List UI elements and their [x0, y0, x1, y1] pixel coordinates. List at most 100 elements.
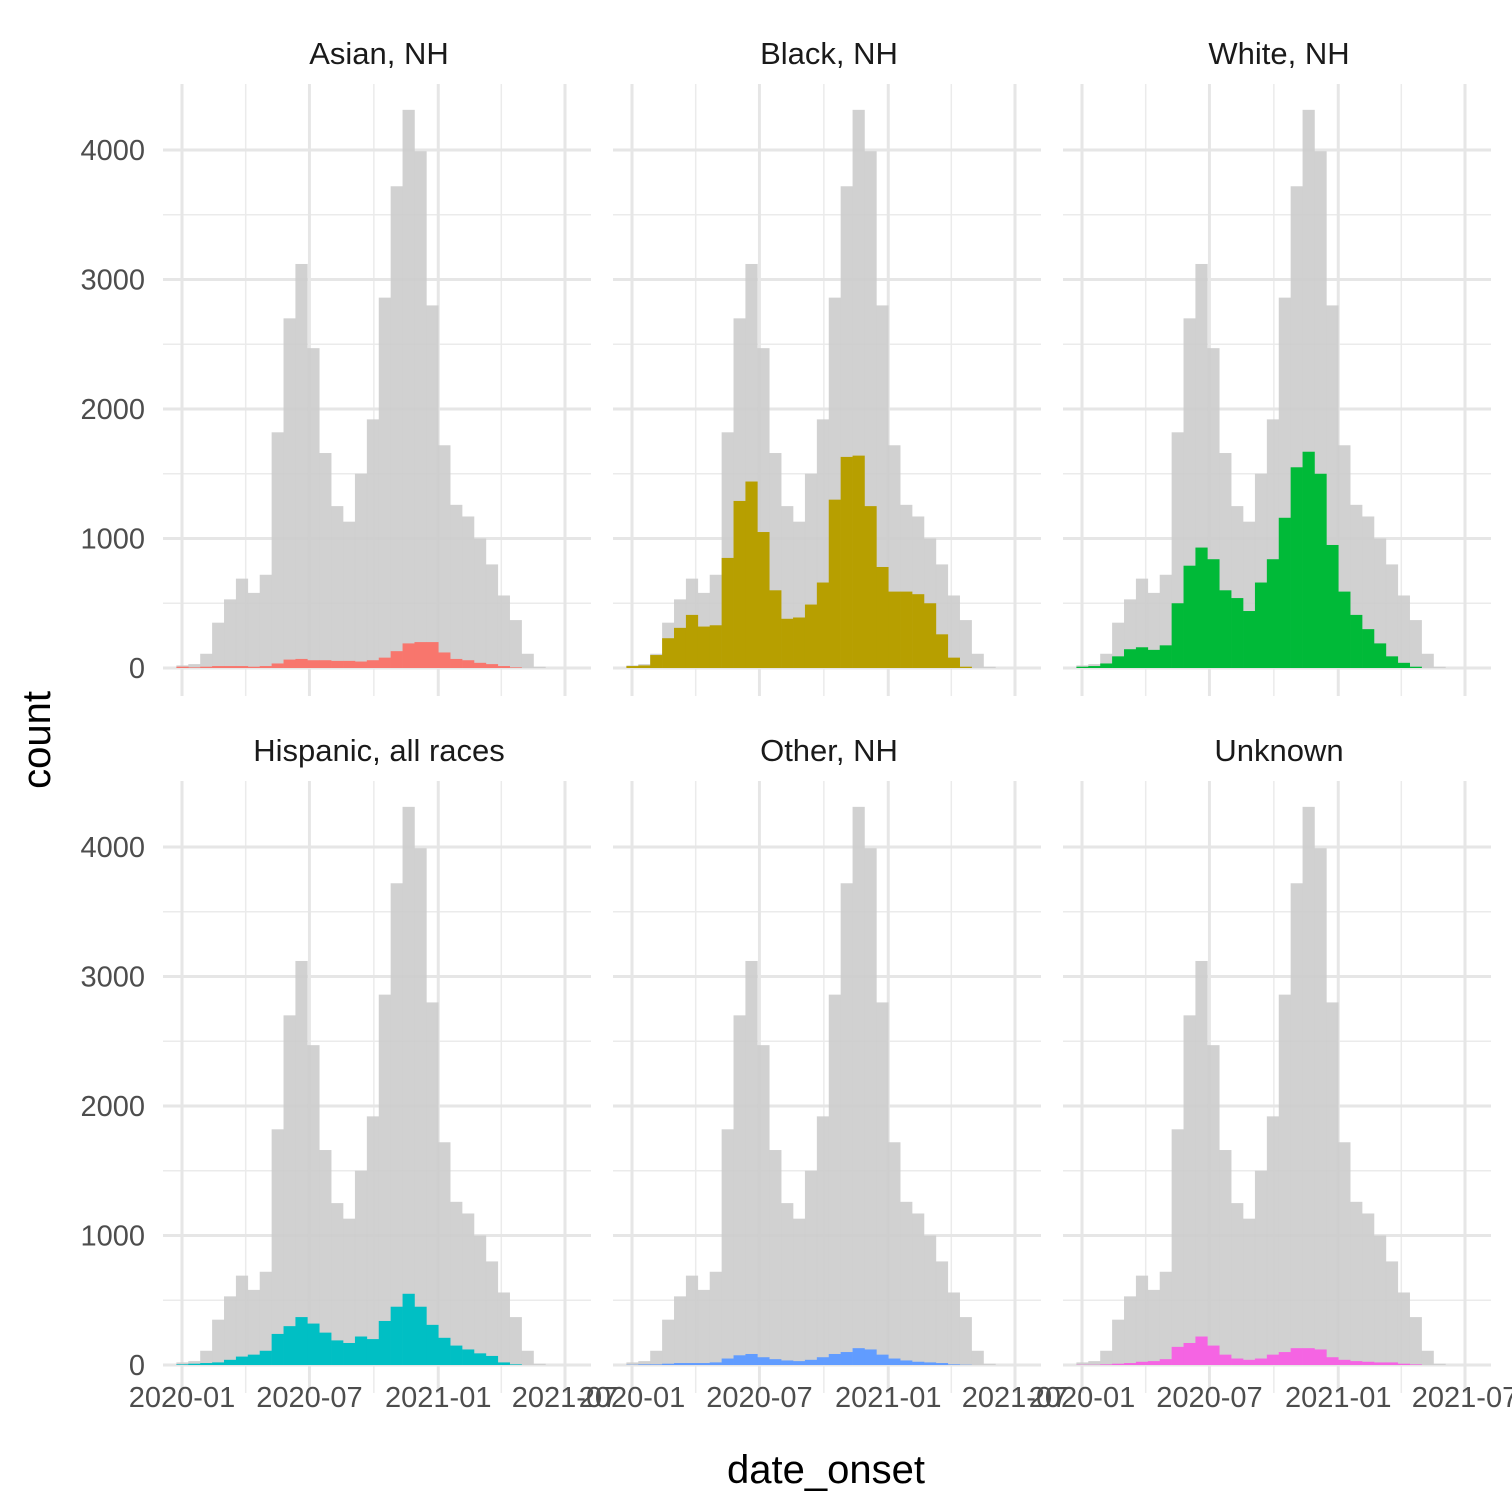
- facet-bar: [1195, 547, 1208, 668]
- facet-bar: [1135, 1361, 1149, 1365]
- facet-bar: [1243, 1359, 1256, 1365]
- total-bar: [959, 1317, 972, 1365]
- total-bar: [804, 1170, 818, 1365]
- facet-bar: [307, 660, 320, 668]
- total-bar: [1135, 578, 1149, 668]
- facet-bar: [662, 638, 675, 668]
- total-bar: [1207, 1045, 1220, 1365]
- facet-bar: [840, 1352, 853, 1365]
- facet-bar: [685, 614, 699, 668]
- total-bar: [485, 1261, 499, 1365]
- facet-bar: [1314, 1349, 1327, 1365]
- facet-bar: [721, 1358, 734, 1365]
- facet-bar: [271, 663, 284, 668]
- total-bar: [224, 599, 237, 668]
- facet-bar: [235, 1356, 249, 1365]
- facet-bar: [864, 506, 877, 668]
- facet-bar: [733, 1355, 746, 1365]
- total-bar: [485, 564, 499, 668]
- total-bar: [1183, 1015, 1196, 1365]
- total-bar: [1124, 1296, 1137, 1365]
- total-bar: [816, 1116, 830, 1365]
- facet-bar: [1290, 467, 1303, 668]
- facet-bar: [1397, 1363, 1410, 1365]
- total-bar: [414, 848, 427, 1365]
- facet-bar: [343, 660, 356, 668]
- total-bar: [1421, 653, 1434, 668]
- total-bar: [390, 883, 403, 1365]
- facet-bar: [1231, 598, 1244, 668]
- facet-bar: [343, 1342, 356, 1365]
- total-bar: [769, 1150, 782, 1365]
- facet-bar: [485, 664, 499, 668]
- facet-bar: [295, 1317, 308, 1365]
- total-bar: [1088, 1361, 1101, 1365]
- facet-bar: [1397, 662, 1410, 668]
- total-bar: [947, 1292, 960, 1365]
- y-tick-label: 3000: [80, 962, 145, 994]
- total-bar: [1195, 960, 1208, 1365]
- total-bar: [343, 1218, 356, 1365]
- facet-bar: [757, 1357, 770, 1365]
- x-tick-label: 2021-01: [1285, 1382, 1391, 1414]
- total-bar: [378, 994, 391, 1365]
- total-bar: [271, 1129, 284, 1365]
- facet-bar: [852, 1348, 865, 1365]
- facet-bar: [781, 618, 794, 668]
- facet-bar: [366, 1339, 380, 1365]
- facet-bar: [473, 662, 487, 668]
- facet-bar: [1409, 666, 1422, 668]
- total-bar: [247, 592, 261, 668]
- total-bar: [1362, 1213, 1375, 1365]
- total-bar: [1409, 620, 1422, 668]
- total-bar: [1147, 592, 1161, 668]
- facet-bar: [1326, 544, 1339, 668]
- total-bar: [247, 1289, 261, 1365]
- facet-bar: [319, 660, 332, 668]
- facet-bar: [235, 666, 249, 668]
- x-tick-label: 2021-01: [835, 1382, 941, 1414]
- total-bar: [1147, 1289, 1161, 1365]
- facet-bar: [366, 660, 380, 668]
- facet-bar: [638, 1364, 651, 1365]
- total-bar: [414, 151, 427, 669]
- y-axis-ticks: 0 1000 2000 3000 4000 0 1000 2000 3000 4000: [80, 135, 145, 1382]
- facet-bar: [1302, 451, 1315, 668]
- facet-bar: [212, 1362, 225, 1365]
- total-bar: [366, 419, 380, 668]
- y-tick-label: 3000: [80, 265, 145, 297]
- facet-bar: [947, 1364, 960, 1365]
- total-bar: [745, 960, 758, 1365]
- facet-bar: [1409, 1364, 1422, 1365]
- facet-bar: [1076, 666, 1089, 668]
- total-bar: [638, 1361, 651, 1365]
- facet-bar: [912, 1361, 925, 1365]
- total-bar: [721, 1129, 734, 1365]
- facet-bar: [1112, 656, 1125, 668]
- facet-bar: [697, 1363, 711, 1365]
- total-bar: [983, 666, 996, 668]
- facet-bar: [426, 642, 439, 668]
- total-bar: [733, 1015, 746, 1365]
- total-bar: [426, 305, 439, 668]
- total-bar: [1373, 1235, 1387, 1365]
- total-bar: [1076, 1362, 1089, 1365]
- facet-bar: [319, 1332, 332, 1365]
- facet-bar: [1219, 590, 1232, 668]
- total-bar: [378, 297, 391, 668]
- total-bar: [283, 1015, 296, 1365]
- total-bar: [1397, 1292, 1410, 1365]
- facet-bar: [745, 481, 758, 668]
- facet-bar: [247, 1354, 261, 1365]
- total-bar: [1421, 1350, 1434, 1365]
- total-bar: [259, 574, 272, 668]
- total-bar: [331, 506, 344, 668]
- facet-bar: [485, 1355, 499, 1365]
- total-bar: [295, 263, 308, 668]
- total-bar: [1171, 1129, 1184, 1365]
- facet-bar: [674, 1363, 687, 1365]
- facet-bar: [1362, 629, 1375, 668]
- facet-bar: [462, 1349, 475, 1365]
- total-bar: [781, 1203, 794, 1365]
